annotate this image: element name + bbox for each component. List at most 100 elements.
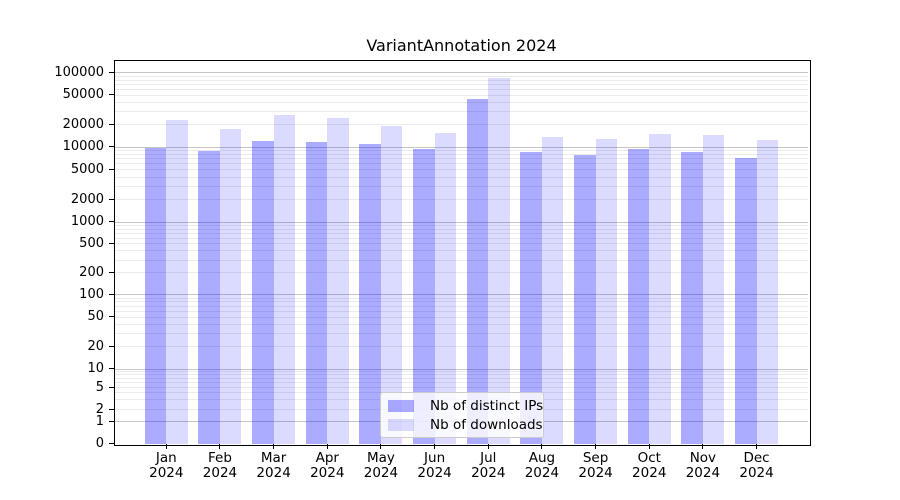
legend-swatch-downloads bbox=[388, 418, 414, 431]
x-axis-tick bbox=[326, 444, 328, 449]
legend-entry-downloads: Nb of downloads bbox=[388, 415, 543, 434]
legend-swatch-distinct-ips bbox=[388, 399, 414, 412]
minor-gridline bbox=[115, 169, 808, 171]
minor-gridline bbox=[115, 79, 808, 81]
minor-gridline bbox=[115, 301, 808, 303]
minor-gridline bbox=[115, 305, 808, 307]
bar-downloads bbox=[166, 119, 188, 444]
y-axis-tick bbox=[109, 71, 114, 73]
minor-gridline bbox=[115, 237, 808, 239]
x-axis-tick bbox=[541, 444, 543, 449]
y-axis-tick bbox=[109, 221, 114, 223]
x-axis-tick-label: Apr 2024 bbox=[310, 450, 345, 481]
x-axis-tick bbox=[595, 444, 597, 449]
x-axis-tick-label: Jan 2024 bbox=[149, 450, 184, 481]
y-axis-tick-label: 50000 bbox=[62, 87, 104, 103]
x-axis-tick-label: May 2024 bbox=[363, 450, 399, 481]
legend-entry-distinct-ips: Nb of distinct IPs bbox=[388, 396, 543, 415]
legend-label-downloads: Nb of downloads bbox=[430, 416, 543, 433]
minor-gridline bbox=[115, 185, 808, 187]
y-axis-tick bbox=[109, 316, 114, 318]
x-axis-tick-label: Mar 2024 bbox=[256, 450, 291, 481]
bar-distinct-ips bbox=[144, 148, 167, 444]
y-axis-tick-label: 0 bbox=[95, 436, 104, 451]
bar-distinct-ips bbox=[252, 141, 274, 444]
bar-downloads bbox=[649, 134, 671, 444]
bar-distinct-ips bbox=[413, 149, 435, 444]
y-axis-tick-label: 1 bbox=[95, 413, 104, 429]
minor-gridline bbox=[115, 83, 808, 85]
bar-downloads bbox=[702, 134, 725, 444]
bar-distinct-ips bbox=[359, 143, 381, 444]
major-gridline bbox=[115, 221, 808, 223]
y-axis-tick-label: 500 bbox=[79, 235, 104, 251]
x-axis-tick bbox=[702, 444, 704, 449]
x-axis-tick bbox=[648, 444, 650, 449]
major-gridline bbox=[115, 294, 808, 296]
y-axis-tick-label: 10 bbox=[87, 361, 104, 376]
y-axis-tick-label: 100 bbox=[79, 286, 104, 302]
bar-distinct-ips bbox=[520, 151, 542, 444]
bar-distinct-ips bbox=[627, 149, 650, 444]
minor-gridline bbox=[115, 75, 808, 77]
bar-downloads bbox=[273, 114, 296, 444]
minor-gridline bbox=[115, 224, 808, 226]
legend: Nb of distinct IPs Nb of downloads bbox=[380, 392, 544, 438]
major-gridline bbox=[115, 72, 808, 74]
minor-gridline bbox=[115, 382, 808, 384]
minor-gridline bbox=[115, 250, 808, 252]
minor-gridline bbox=[115, 316, 808, 318]
y-axis-tick-label: 10000 bbox=[62, 139, 104, 155]
x-axis-tick-label: Oct 2024 bbox=[632, 450, 667, 481]
y-axis-tick bbox=[109, 242, 114, 244]
bar-distinct-ips bbox=[466, 98, 489, 444]
x-axis-tick-label: Dec 2024 bbox=[739, 450, 774, 481]
minor-gridline bbox=[115, 346, 808, 348]
bar-distinct-ips bbox=[681, 151, 703, 444]
bar-downloads bbox=[595, 138, 618, 444]
minor-gridline bbox=[115, 232, 808, 234]
x-axis-tick-label: Jun 2024 bbox=[417, 450, 452, 481]
minor-gridline bbox=[115, 297, 808, 299]
minor-gridline bbox=[115, 199, 808, 201]
minor-gridline bbox=[115, 111, 808, 113]
minor-gridline bbox=[115, 272, 808, 274]
minor-gridline bbox=[115, 88, 808, 90]
minor-gridline bbox=[115, 259, 808, 261]
y-axis-tick bbox=[109, 408, 114, 410]
minor-gridline bbox=[115, 150, 808, 152]
bar-downloads bbox=[488, 77, 510, 444]
x-axis-tick bbox=[756, 444, 758, 449]
minor-gridline bbox=[115, 310, 808, 312]
minor-gridline bbox=[115, 101, 808, 103]
y-axis-tick-label: 200 bbox=[79, 264, 104, 280]
x-axis-tick-label: Sep 2024 bbox=[578, 450, 613, 481]
y-axis-tick bbox=[109, 420, 114, 422]
minor-gridline bbox=[115, 378, 808, 380]
minor-gridline bbox=[115, 243, 808, 245]
y-axis-tick bbox=[109, 293, 114, 295]
minor-gridline bbox=[115, 94, 808, 96]
minor-gridline bbox=[115, 153, 808, 155]
bar-distinct-ips bbox=[574, 155, 596, 444]
bar-downloads bbox=[219, 128, 242, 444]
legend-label-distinct-ips: Nb of distinct IPs bbox=[430, 397, 544, 414]
y-axis-tick bbox=[109, 368, 114, 369]
minor-gridline bbox=[115, 333, 808, 335]
y-axis-tick-label: 5000 bbox=[70, 161, 104, 177]
minor-gridline bbox=[115, 371, 808, 373]
y-axis-tick-label: 1000 bbox=[70, 214, 104, 230]
x-axis-tick bbox=[380, 444, 382, 449]
y-axis-tick-label: 2000 bbox=[70, 191, 104, 207]
x-axis-tick bbox=[273, 444, 275, 449]
x-axis-tick-label: Jul 2024 bbox=[471, 450, 506, 481]
minor-gridline bbox=[115, 374, 808, 376]
y-axis-tick bbox=[109, 94, 114, 96]
x-axis-tick bbox=[165, 444, 167, 449]
y-axis-tick-label: 20000 bbox=[62, 116, 104, 132]
minor-gridline bbox=[115, 323, 808, 325]
minor-gridline bbox=[115, 176, 808, 178]
y-axis-tick-label: 2 bbox=[95, 401, 104, 417]
y-axis-tick bbox=[109, 386, 114, 388]
